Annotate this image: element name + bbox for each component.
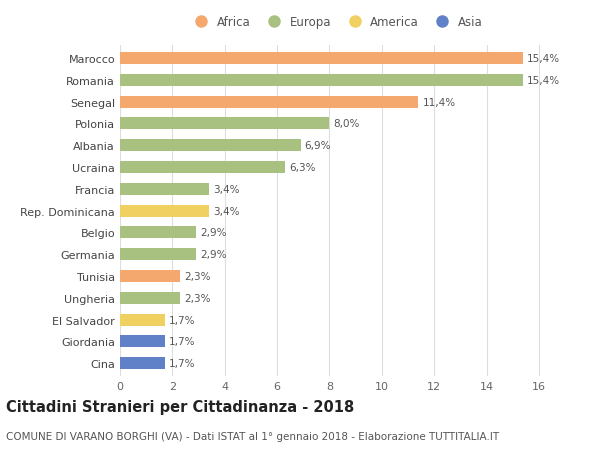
Text: 1,7%: 1,7% xyxy=(169,315,195,325)
Text: 2,9%: 2,9% xyxy=(200,228,226,238)
Bar xyxy=(120,270,180,282)
Bar xyxy=(120,75,523,87)
Text: 15,4%: 15,4% xyxy=(527,76,560,86)
Bar xyxy=(120,314,164,326)
Bar xyxy=(120,53,523,65)
Text: 15,4%: 15,4% xyxy=(527,54,560,64)
Bar xyxy=(120,205,209,217)
Text: COMUNE DI VARANO BORGHI (VA) - Dati ISTAT al 1° gennaio 2018 - Elaborazione TUTT: COMUNE DI VARANO BORGHI (VA) - Dati ISTA… xyxy=(6,431,499,442)
Text: 3,4%: 3,4% xyxy=(213,206,239,216)
Text: 1,7%: 1,7% xyxy=(169,336,195,347)
Bar xyxy=(120,162,285,174)
Text: 6,3%: 6,3% xyxy=(289,162,316,173)
Legend: Africa, Europa, America, Asia: Africa, Europa, America, Asia xyxy=(185,11,487,34)
Text: 2,3%: 2,3% xyxy=(184,293,211,303)
Bar xyxy=(120,227,196,239)
Text: 2,9%: 2,9% xyxy=(200,250,226,260)
Bar xyxy=(120,140,301,152)
Text: 1,7%: 1,7% xyxy=(169,358,195,368)
Bar xyxy=(120,358,164,369)
Bar xyxy=(120,336,164,347)
Text: 2,3%: 2,3% xyxy=(184,271,211,281)
Text: 11,4%: 11,4% xyxy=(422,97,455,107)
Text: 3,4%: 3,4% xyxy=(213,185,239,195)
Bar xyxy=(120,96,418,108)
Bar xyxy=(120,118,329,130)
Bar xyxy=(120,292,180,304)
Text: 6,9%: 6,9% xyxy=(305,141,331,151)
Text: Cittadini Stranieri per Cittadinanza - 2018: Cittadini Stranieri per Cittadinanza - 2… xyxy=(6,399,354,414)
Bar xyxy=(120,184,209,196)
Bar xyxy=(120,249,196,261)
Text: 8,0%: 8,0% xyxy=(334,119,360,129)
